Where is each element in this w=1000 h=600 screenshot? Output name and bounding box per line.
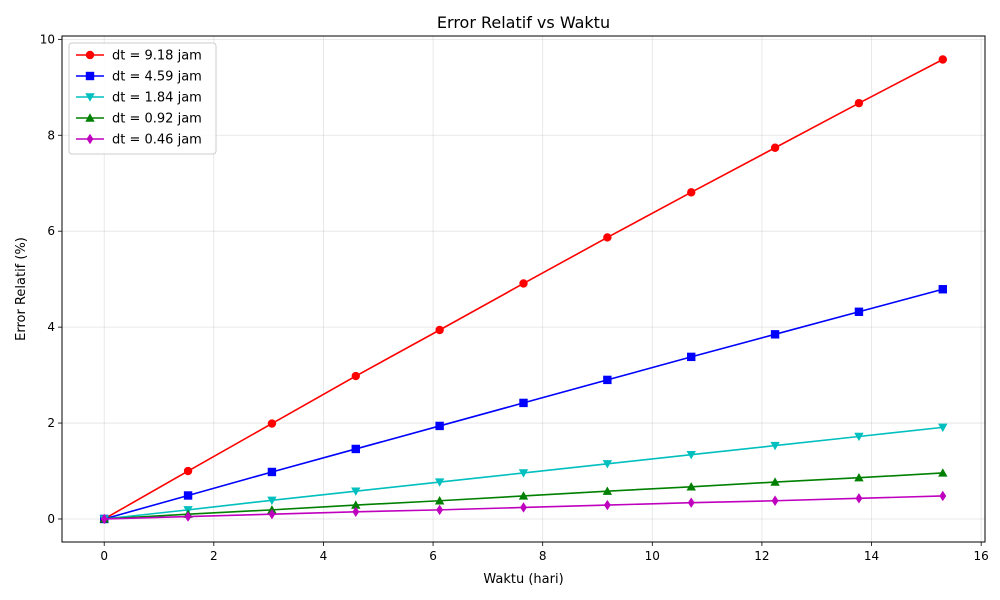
legend-marker (85, 50, 95, 60)
data-point (351, 500, 361, 509)
legend-item: dt = 0.92 jam (76, 112, 202, 127)
legend-marker (85, 93, 95, 102)
data-point (770, 441, 780, 451)
data-point (434, 496, 445, 505)
series-2 (100, 285, 947, 524)
data-point (602, 460, 613, 469)
y-tick-label: 4 (47, 320, 55, 334)
data-point (854, 307, 864, 316)
data-point (436, 504, 444, 516)
data-point (687, 352, 696, 362)
y-tick-label: 2 (47, 416, 55, 430)
legend-item: dt = 4.59 jam (76, 70, 202, 85)
data-point (854, 98, 864, 108)
data-point (854, 432, 864, 442)
legend: dt = 9.18 jam dt = 4.59 jam dt = 1.84 jam d… (68, 42, 217, 155)
x-tick-label: 16 (974, 549, 989, 563)
series-3 (99, 423, 948, 524)
y-axis-label: Error Relatif (%) (14, 237, 29, 341)
data-point (183, 466, 193, 476)
data-point (351, 487, 361, 496)
legend-label: dt = 0.46 jam (112, 133, 202, 148)
data-point (351, 371, 360, 381)
legend-marker (85, 71, 95, 81)
x-tick-label: 12 (754, 549, 769, 563)
y-tick-label: 8 (47, 128, 55, 142)
x-tick-label: 0 (100, 549, 108, 563)
data-point (435, 421, 444, 431)
series-lines (99, 55, 948, 525)
legend-item: dt = 0.46 jam (76, 133, 202, 148)
data-point (603, 233, 612, 242)
legend-item: dt = 9.18 jam (76, 49, 202, 64)
data-point (686, 451, 696, 460)
data-point (938, 55, 947, 64)
legend-label: dt = 9.18 jam (112, 49, 202, 64)
y-tick-label: 0 (47, 512, 55, 526)
legend-label: dt = 4.59 jam (112, 70, 202, 85)
x-tick-label: 2 (210, 549, 218, 563)
data-point (603, 375, 612, 385)
x-tick-label: 4 (320, 549, 328, 563)
legend-marker (86, 133, 94, 145)
x-tick-label: 8 (539, 549, 547, 563)
legend-item: dt = 1.84 jam (76, 91, 202, 106)
y-tick-label: 6 (47, 224, 55, 238)
legend-marker (85, 113, 95, 122)
data-point (938, 468, 948, 477)
data-point (435, 325, 444, 335)
series-5 (100, 490, 947, 525)
data-point (938, 285, 947, 294)
data-point (939, 490, 947, 502)
data-point (519, 398, 528, 408)
legend-label: dt = 1.84 jam (112, 91, 202, 106)
x-tick-label: 6 (429, 549, 437, 563)
series-1 (100, 55, 947, 524)
plot-frame (61, 35, 986, 543)
data-point (770, 143, 780, 152)
legend-label: dt = 0.92 jam (112, 112, 202, 127)
data-point (770, 477, 780, 486)
x-axis-label: Waktu (hari) (483, 572, 563, 587)
data-point (603, 499, 611, 511)
data-point (770, 330, 780, 339)
data-point (938, 423, 948, 433)
data-point (686, 482, 696, 491)
y-tick-label: 10 (40, 32, 55, 46)
axis-ticks: 0 2 4 6 8 10 12 14 16 0 2 4 6 8 10 (40, 32, 989, 563)
chart-title: Error Relatif vs Waktu (437, 13, 610, 32)
data-point (687, 188, 696, 197)
data-point (267, 496, 277, 505)
data-point (771, 495, 779, 506)
legend-box (68, 42, 217, 155)
data-point (351, 444, 360, 454)
data-point (268, 508, 276, 520)
data-point (100, 513, 108, 525)
data-point (267, 419, 277, 428)
x-tick-label: 14 (864, 549, 879, 563)
data-point (602, 486, 613, 495)
data-point (518, 491, 529, 500)
data-point (519, 279, 528, 288)
data-point (434, 478, 445, 487)
data-point (352, 506, 360, 517)
data-point (267, 467, 277, 477)
x-tick-label: 10 (645, 549, 660, 563)
grid (62, 36, 985, 542)
data-point (687, 497, 695, 508)
data-point (183, 491, 193, 500)
data-point (518, 469, 529, 478)
data-point (855, 493, 863, 504)
data-point (854, 473, 864, 482)
data-point (520, 502, 527, 513)
data-point (184, 511, 192, 522)
